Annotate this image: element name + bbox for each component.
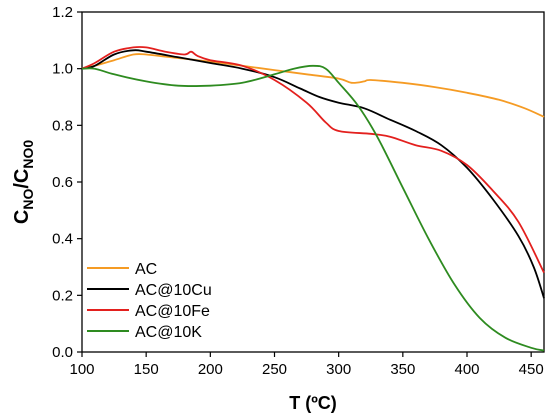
series-line-ac-10cu: [81, 49, 545, 299]
x-tick-label: 250: [262, 361, 287, 378]
y-tick-label: 1.2: [52, 4, 73, 21]
y-tick-label: 0.8: [52, 117, 73, 134]
legend: AC AC@10Cu AC@10Fe AC@10K: [87, 261, 212, 341]
x-tick-label: 450: [519, 361, 544, 378]
y-tick-label: 0.4: [52, 231, 73, 248]
legend-label: AC@10Cu: [135, 282, 212, 299]
x-tick-label: 400: [454, 361, 479, 378]
x-axis-ticks: 100 150 200 250 300 350 400 450: [69, 352, 544, 378]
legend-label: AC: [135, 261, 157, 278]
series-line-ac-10fe: [81, 45, 545, 274]
series-line-ac: [81, 53, 545, 118]
x-tick-label: 200: [198, 361, 223, 378]
y-axis-ticks: 0.0 0.2 0.4 0.6 0.8 1.0 1.2: [52, 4, 82, 361]
legend-label: AC@10K: [135, 324, 202, 341]
x-tick-label: 300: [326, 361, 351, 378]
legend-label: AC@10Fe: [135, 303, 210, 320]
x-tick-label: 150: [134, 361, 159, 378]
y-tick-label: 0.2: [52, 287, 73, 304]
x-tick-label: 350: [390, 361, 415, 378]
plot-frame: [81, 11, 545, 353]
series-line-ac-10k: [81, 64, 545, 352]
series-layer: [81, 45, 545, 352]
y-tick-label: 0.6: [52, 174, 73, 191]
x-tick-label: 100: [69, 361, 94, 378]
y-tick-label: 0.0: [52, 344, 73, 361]
y-tick-label: 1.0: [52, 61, 73, 78]
x-axis-title: T (ºC): [289, 393, 337, 413]
y-axis-title: CNO/CNO0: [11, 140, 36, 224]
